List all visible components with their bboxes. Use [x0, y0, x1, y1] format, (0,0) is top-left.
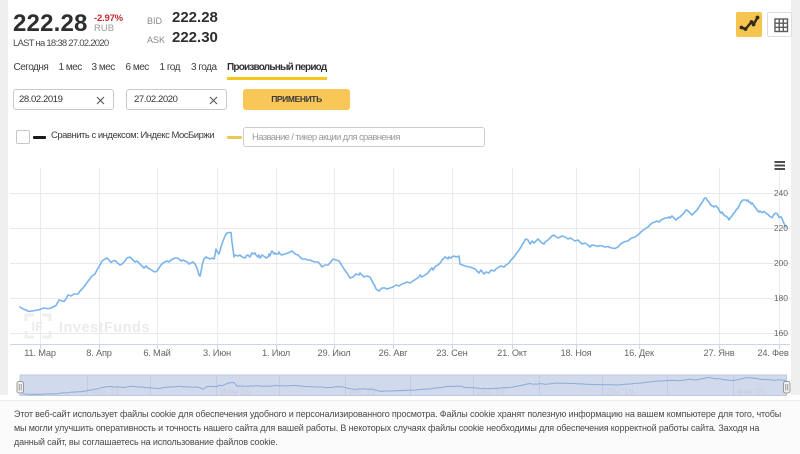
- svg-text:Июн '19: Июн '19: [220, 387, 251, 397]
- svg-text:240: 240: [774, 188, 788, 198]
- svg-text:Авг '19: Авг '19: [349, 387, 376, 397]
- svg-text:8. Апр: 8. Апр: [86, 348, 112, 358]
- svg-text:Дек '19: Дек '19: [606, 387, 634, 397]
- svg-text:Апр '19: Апр '19: [91, 387, 120, 397]
- svg-text:16. Дек: 16. Дек: [624, 348, 655, 358]
- svg-text:1. Июл: 1. Июл: [262, 348, 290, 358]
- svg-text:6. Май: 6. Май: [143, 348, 170, 358]
- svg-text:27. Янв: 27. Янв: [704, 348, 735, 358]
- svg-text:26. Авг: 26. Авг: [379, 348, 408, 358]
- svg-text:3. Июн: 3. Июн: [203, 348, 231, 358]
- svg-text:Окт '19: Окт '19: [477, 387, 505, 397]
- svg-text:160: 160: [774, 328, 788, 338]
- svg-text:200: 200: [774, 258, 788, 268]
- svg-text:11. Мар: 11. Мар: [24, 348, 56, 358]
- svg-text:29. Июл: 29. Июл: [318, 348, 351, 358]
- svg-text:18. Ноя: 18. Ноя: [560, 348, 591, 358]
- svg-text:InvestFunds: InvestFunds: [59, 320, 150, 336]
- svg-text:220: 220: [774, 223, 788, 233]
- svg-text:23. Сен: 23. Сен: [436, 348, 467, 358]
- svg-text:21. Окт: 21. Окт: [497, 348, 528, 358]
- svg-text:24. Фев: 24. Фев: [757, 348, 789, 358]
- svg-text:180: 180: [774, 293, 788, 303]
- svg-text:Фев '20: Фев '20: [737, 387, 766, 397]
- svg-text:IF: IF: [32, 319, 44, 334]
